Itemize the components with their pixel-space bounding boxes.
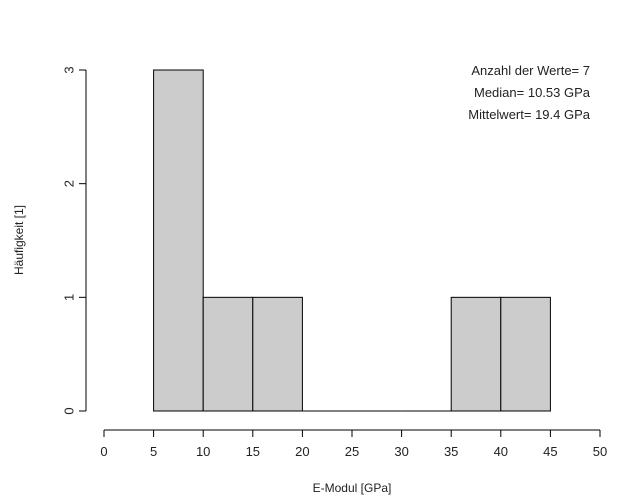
y-tick-label-3: 3 bbox=[62, 66, 77, 73]
x-tick-label-5: 25 bbox=[345, 444, 359, 459]
histogram-bar-2 bbox=[252, 296, 303, 412]
x-tick-label-4: 20 bbox=[295, 444, 309, 459]
x-tick-label-1: 5 bbox=[150, 444, 157, 459]
x-tick-label-10: 50 bbox=[593, 444, 607, 459]
annotation-count: Anzahl der Werte= 7 bbox=[471, 63, 590, 78]
histogram-bar-6 bbox=[450, 296, 502, 412]
x-tick-label-6: 30 bbox=[394, 444, 408, 459]
annotation-mean: Mittelwert= 19.4 GPa bbox=[468, 107, 591, 122]
x-tick-label-9: 45 bbox=[543, 444, 557, 459]
x-tick-label-0: 0 bbox=[100, 444, 107, 459]
x-tick-label-3: 15 bbox=[246, 444, 260, 459]
y-axis-title: Häufigkeit [1] bbox=[12, 205, 26, 275]
x-tick-label-8: 40 bbox=[494, 444, 508, 459]
annotation-box: Anzahl der Werte= 7 Median= 10.53 GPa Mi… bbox=[468, 63, 591, 122]
x-axis: 0 5 10 15 20 25 30 35 40 45 50 bbox=[100, 429, 607, 459]
x-axis-title: E-Modul [GPa] bbox=[313, 481, 392, 495]
histogram-bar-1 bbox=[202, 296, 254, 412]
annotation-median: Median= 10.53 GPa bbox=[474, 85, 591, 100]
histogram-bar-0 bbox=[153, 69, 204, 412]
y-axis: 0 1 2 3 bbox=[62, 66, 87, 415]
x-tick-label-7: 35 bbox=[444, 444, 458, 459]
y-tick-label-1: 1 bbox=[62, 294, 77, 301]
y-tick-label-0: 0 bbox=[62, 407, 77, 414]
y-tick-label-2: 2 bbox=[62, 180, 77, 187]
x-tick-label-2: 10 bbox=[196, 444, 210, 459]
histogram-bar-7 bbox=[500, 296, 551, 412]
bars bbox=[153, 69, 551, 412]
